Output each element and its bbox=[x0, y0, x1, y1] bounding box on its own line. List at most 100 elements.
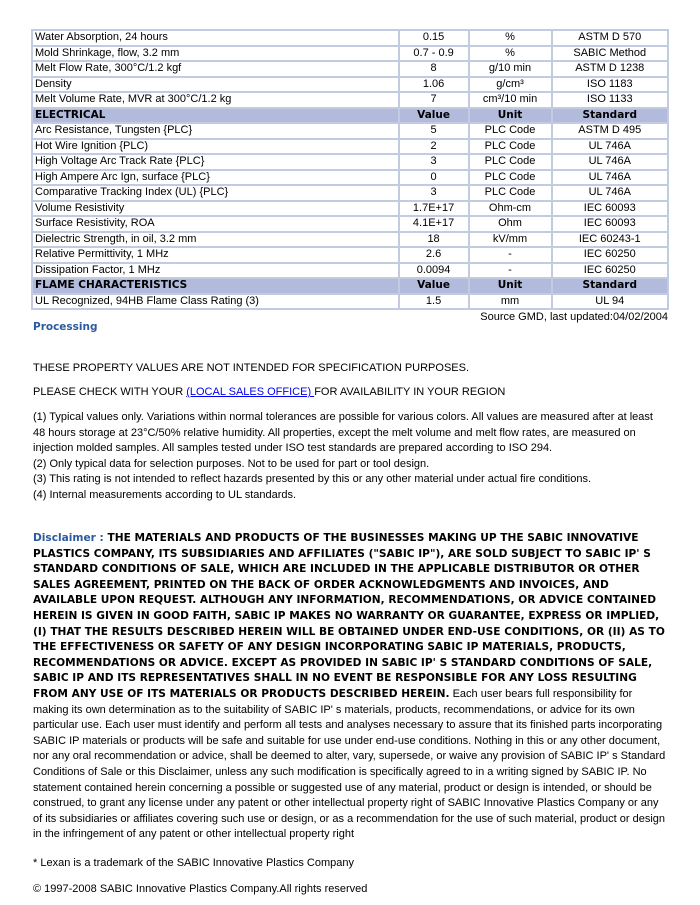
cell-value: 1.06 bbox=[399, 77, 468, 91]
cell-property: Melt Flow Rate, 300°C/1.2 kgf bbox=[33, 62, 398, 76]
cell-unit: mm bbox=[469, 294, 551, 308]
cell-property: Surface Resistivity, ROA bbox=[33, 217, 398, 231]
table-row: Density 1.06 g/cm³ ISO 1183 bbox=[33, 77, 667, 91]
cell-value: 1.5 bbox=[399, 294, 468, 308]
cell-property: High Voltage Arc Track Rate {PLC} bbox=[33, 155, 398, 169]
cell-value: 2 bbox=[399, 139, 468, 153]
table-row: Relative Permittivity, 1 MHz 2.6- IEC 6025… bbox=[33, 248, 667, 262]
cell-unit: Unit bbox=[469, 279, 551, 293]
disclaimer-label: Disclaimer : bbox=[33, 532, 108, 544]
cell-unit: PLC Code bbox=[469, 139, 551, 153]
cell-standard: ISO 1183 bbox=[552, 77, 667, 91]
footnote: (4) Internal measurements according to U… bbox=[33, 488, 297, 501]
cell-standard: UL 746A bbox=[552, 170, 667, 184]
table-row: Melt Flow Rate, 300°C/1.2 kgf 8 g/10 min AS… bbox=[33, 62, 667, 76]
cell-unit: Ohm bbox=[469, 217, 551, 231]
cell-unit: Ohm-cm bbox=[469, 201, 551, 215]
cell-property: Arc Resistance, Tungsten {PLC} bbox=[33, 124, 398, 138]
cell-standard: IEC 60250 bbox=[552, 248, 667, 262]
footnote: (2) Only typical data for selection purp… bbox=[33, 457, 430, 470]
table-row: Arc Resistance, Tungsten {PLC} 5 PLC Code A… bbox=[33, 124, 667, 138]
cell-property: Density bbox=[33, 77, 398, 91]
cell-unit: PLC Code bbox=[469, 155, 551, 169]
footnotes: (1) Typical values only. Variations with… bbox=[33, 410, 668, 503]
cell-unit: PLC Code bbox=[469, 170, 551, 184]
cell-property: High Ampere Arc Ign, surface {PLC} bbox=[33, 170, 398, 184]
disclaimer-body: Each user bears full responsibility for … bbox=[33, 687, 666, 841]
cell-unit: kV/mm bbox=[469, 232, 551, 246]
cell-value: Value bbox=[399, 279, 468, 293]
local-sales-office-link[interactable]: (LOCAL SALES OFFICE) bbox=[186, 386, 315, 398]
table-row: Dielectric Strength, in oil, 3.2 mm 18 kV/… bbox=[33, 232, 667, 246]
table-row: Mold Shrinkage, flow, 3.2 mm 0.7 - 0.9% SA… bbox=[33, 46, 667, 60]
table-row: High Voltage Arc Track Rate {PLC} 3 PLC Co… bbox=[33, 155, 667, 169]
cell-standard: IEC 60093 bbox=[552, 201, 667, 215]
cell-standard: ASTM D 495 bbox=[552, 124, 667, 138]
cell-standard: UL 746A bbox=[552, 155, 667, 169]
cell-value: 2.6 bbox=[399, 248, 468, 262]
check-text: PLEASE CHECK WITH YOUR bbox=[33, 386, 187, 398]
cell-standard: SABIC Method bbox=[552, 46, 667, 60]
cell-property: Hot Wire Ignition {PLC) bbox=[33, 139, 398, 153]
table-row: Surface Resistivity, ROA 4.1E+17 Ohm IEC 60… bbox=[33, 217, 667, 231]
trademark-note: * Lexan is a trademark of the SABIC Inno… bbox=[33, 856, 354, 869]
table-row: Melt Volume Rate, MVR at 300°C/1.2 kg 7 cm… bbox=[33, 93, 667, 107]
table-row: High Ampere Arc Ign, surface {PLC} 0 PLC C… bbox=[33, 170, 667, 184]
source-note: Source GMD, last updated:04/02/2004 bbox=[480, 311, 668, 323]
cell-standard: UL 746A bbox=[552, 139, 667, 153]
disclaimer-caps: THE MATERIALS AND PRODUCTS OF THE BUSINE… bbox=[33, 532, 665, 700]
cell-property: Melt Volume Rate, MVR at 300°C/1.2 kg bbox=[33, 93, 398, 107]
cell-value: 0 bbox=[399, 170, 468, 184]
cell-value: 4.1E+17 bbox=[399, 217, 468, 231]
processing-link[interactable]: Processing bbox=[33, 321, 98, 333]
cell-standard: IEC 60093 bbox=[552, 217, 667, 231]
cell-property: Volume Resistivity bbox=[33, 201, 398, 215]
table-row: Volume Resistivity 1.7E+17 Ohm-cm IEC 60093 bbox=[33, 201, 667, 215]
check-text-end: FOR AVAILABILITY IN YOUR REGION bbox=[314, 386, 506, 398]
cell-standard: UL 746A bbox=[552, 186, 667, 200]
availability-notice: PLEASE CHECK WITH YOUR (LOCAL SALES OFFI… bbox=[33, 386, 668, 398]
cell-standard: IEC 60243-1 bbox=[552, 232, 667, 246]
table-row: Hot Wire Ignition {PLC) 2 PLC Code UL 746A bbox=[33, 139, 667, 153]
cell-standard: Standard bbox=[552, 279, 667, 293]
table-row: UL Recognized, 94HB Flame Class Rating (… bbox=[33, 294, 667, 308]
cell-unit: % bbox=[469, 46, 551, 60]
cell-value: 7 bbox=[399, 93, 468, 107]
cell-property: UL Recognized, 94HB Flame Class Rating (… bbox=[33, 294, 398, 308]
cell-property: Mold Shrinkage, flow, 3.2 mm bbox=[33, 46, 398, 60]
cell-standard: ASTM D 1238 bbox=[552, 62, 667, 76]
cell-property: Dissipation Factor, 1 MHz bbox=[33, 263, 398, 277]
cell-value: Value bbox=[399, 108, 468, 122]
cell-property: Comparative Tracking Index (UL) {PLC} bbox=[33, 186, 398, 200]
spec-notice: THESE PROPERTY VALUES ARE NOT INTENDED F… bbox=[33, 362, 470, 374]
cell-standard: UL 94 bbox=[552, 294, 667, 308]
cell-standard: ISO 1133 bbox=[552, 93, 667, 107]
cell-value: 1.7E+17 bbox=[399, 201, 468, 215]
footnote: (3) This rating is not intended to refle… bbox=[33, 473, 592, 485]
cell-unit: cm³/10 min bbox=[469, 93, 551, 107]
properties-table: Water Absorption, 24 hours 0.15% ASTM D 57… bbox=[31, 29, 669, 310]
cell-standard: Standard bbox=[552, 108, 667, 122]
table-row: Dissipation Factor, 1 MHz 0.0094- IEC 6025… bbox=[33, 263, 667, 277]
cell-unit: PLC Code bbox=[469, 186, 551, 200]
cell-unit: g/10 min bbox=[469, 62, 551, 76]
cell-standard: IEC 60250 bbox=[552, 263, 667, 277]
cell-standard: ASTM D 570 bbox=[552, 31, 667, 45]
cell-unit: PLC Code bbox=[469, 124, 551, 138]
cell-unit: Unit bbox=[469, 108, 551, 122]
cell-value: 0.15 bbox=[399, 31, 468, 45]
cell-unit: - bbox=[469, 248, 551, 262]
section-header-row: ELECTRICAL Value Unit Standard bbox=[33, 108, 667, 122]
cell-unit: g/cm³ bbox=[469, 77, 551, 91]
table-row: Comparative Tracking Index (UL) {PLC} 3 PL… bbox=[33, 186, 667, 200]
cell-property: ELECTRICAL bbox=[33, 108, 398, 122]
cell-value: 18 bbox=[399, 232, 468, 246]
table-row: Water Absorption, 24 hours 0.15% ASTM D 57… bbox=[33, 31, 667, 45]
cell-property: Dielectric Strength, in oil, 3.2 mm bbox=[33, 232, 398, 246]
page-content: Water Absorption, 24 hours 0.15% ASTM D 57… bbox=[31, 29, 669, 895]
disclaimer: Disclaimer : THE MATERIALS AND PRODUCTS … bbox=[33, 531, 668, 843]
section-header-row: FLAME CHARACTERISTICS Value Unit Standard bbox=[33, 279, 667, 293]
footnote: (1) Typical values only. Variations with… bbox=[33, 411, 653, 454]
cell-property: FLAME CHARACTERISTICS bbox=[33, 279, 398, 293]
cell-value: 0.0094 bbox=[399, 263, 468, 277]
